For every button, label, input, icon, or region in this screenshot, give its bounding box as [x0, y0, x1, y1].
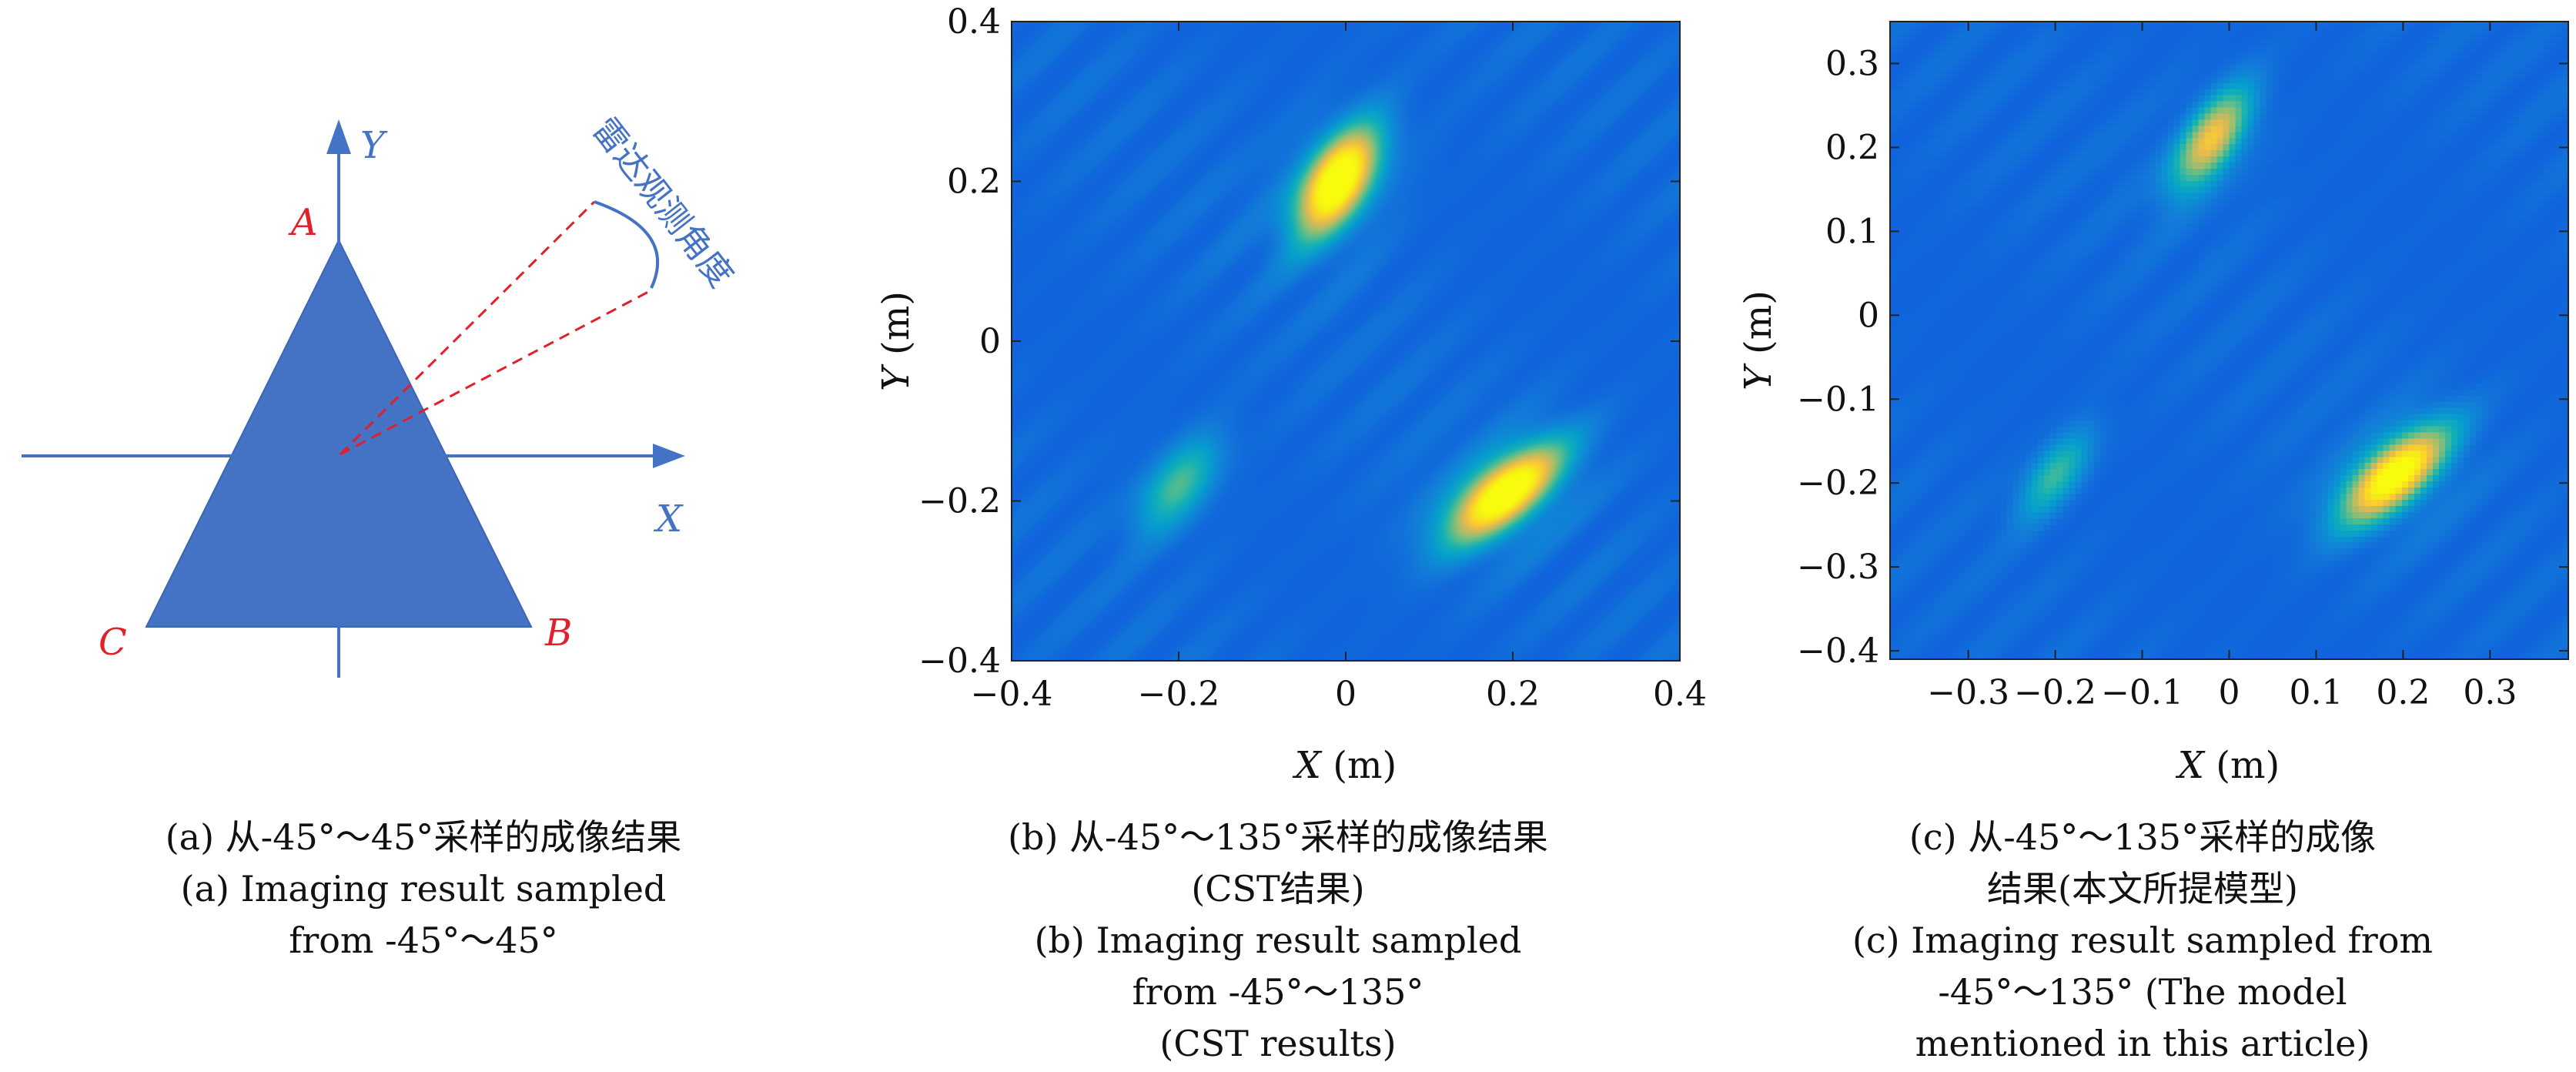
- observation-angle-label: 雷达观测角度: [584, 110, 741, 294]
- heatmap-c-ytick-label: 0.1: [1825, 212, 1879, 251]
- heatmap-c-ylabel-text: Y (m): [1737, 290, 1780, 390]
- caption-c-line-3: (c) Imaging result sampled from: [1852, 920, 2434, 961]
- heatmap-b-ytick-label: 0.4: [947, 2, 1001, 42]
- x-axis-arrow-icon: [653, 444, 685, 468]
- panel-a-diagram: Y X A B C 雷达观测角度 (a) 从-45°～45°采样的成像结果 (a…: [0, 0, 847, 1072]
- heatmap-c-ytick-label: 0: [1858, 296, 1879, 335]
- caption-b: (b) 从-45°～135°采样的成像结果 (CST结果) (b) Imagin…: [862, 812, 1694, 1070]
- caption-b-line-3: (b) Imaging result sampled: [1034, 920, 1522, 961]
- caption-c: (c) 从-45°～135°采样的成像 结果(本文所提模型) (c) Imagi…: [1725, 812, 2561, 1070]
- caption-b-line-4: from -45°～135°: [1132, 971, 1424, 1013]
- caption-b-line-1: (b) 从-45°～135°采样的成像结果: [1008, 816, 1548, 858]
- caption-b-line-5: (CST results): [1159, 1023, 1397, 1064]
- heatmap-c-ytick-label: −0.4: [1797, 631, 1879, 671]
- caption-c-line-1: (c) 从-45°～135°采样的成像: [1909, 816, 2377, 858]
- caption-b-line-2: (CST结果): [1191, 868, 1365, 910]
- triangle-diagram: Y X A B C 雷达观测角度: [22, 110, 741, 678]
- heatmap-chart-c: −0.3 −0.2 −0.1 0 0.1 0.2 0.3−0.4−0.3−0.2−0.100…: [1737, 21, 2569, 787]
- heatmap-c-ytick-label: 0.2: [1825, 128, 1879, 167]
- heatmap-b-xtick-label: −0.2: [1138, 675, 1220, 714]
- panel-c-chart: −0.3 −0.2 −0.1 0 0.1 0.2 0.3 −0.4 −0.3 −0.2 −0.1 0 0…: [1709, 0, 2576, 1072]
- heatmap-c-ytick-label: −0.2: [1797, 464, 1879, 503]
- heatmap-b-xtick-label: 0: [1335, 675, 1357, 714]
- radar-ray-lower: [340, 290, 651, 456]
- axis-y-label: Y: [360, 124, 388, 167]
- heatmap-c-xtick-label: −0.3: [1927, 673, 2009, 712]
- heatmap-c-ticks: −0.3 −0.2 −0.1 0 0.1 0.2 0.3−0.4−0.3−0.2−0.100…: [1797, 22, 2568, 712]
- caption-c-line-2: 结果(本文所提模型): [1987, 868, 2298, 910]
- heatmap-c-ytick-label: −0.3: [1797, 548, 1879, 587]
- heatmap-b-xlabel: X (m): [1292, 744, 1397, 787]
- heatmap-c-xtick-label: 0: [2219, 673, 2240, 712]
- caption-c-line-5: mentioned in this article): [1915, 1023, 2370, 1064]
- heatmap-b-ytick-label: 0.2: [947, 162, 1001, 202]
- heatmap-c-xlabel: X (m): [2175, 744, 2280, 787]
- heatmap-chart-b: −0.4 −0.2 0 0.2 0.4 −0.4 −0.2 0 0.2 0.4 X (m) Y (…: [875, 2, 1707, 787]
- heatmap-b-ticks: −0.4 −0.2 0 0.2 0.4 −0.4 −0.2 0 0.2 0.4: [918, 2, 1707, 714]
- heatmap-c-xtick-label: 0.3: [2463, 673, 2517, 712]
- heatmap-c-xtick-label: 0.1: [2289, 673, 2343, 712]
- caption-a: (a) 从-45°～45°采样的成像结果 (a) Imaging result …: [15, 812, 831, 966]
- caption-a-line-2: (a) Imaging result sampled: [180, 868, 667, 910]
- heatmap-b-xtick-label: 0.4: [1653, 675, 1707, 714]
- heatmap-b-ytick-label: −0.2: [918, 482, 1001, 521]
- heatmap-c-ytick-label: 0.3: [1825, 44, 1879, 83]
- heatmap-c-ytick-label: −0.1: [1797, 380, 1879, 419]
- caption-c-line-4: -45°～135° (The model: [1938, 971, 2347, 1013]
- heatmap-b-xtick-label: 0.2: [1486, 675, 1540, 714]
- heatmap-c-xtick-label: −0.2: [2014, 673, 2096, 712]
- vertex-b-label: B: [544, 611, 572, 655]
- heatmap-b-ylabel-text: Y (m): [875, 291, 918, 391]
- heatmap-b-xtick-label: −0.4: [971, 675, 1053, 714]
- heatmap-b-ytick-label: 0: [979, 322, 1001, 361]
- heatmap-c-image: [1890, 22, 2568, 659]
- caption-a-line-3: from -45°～45°: [289, 920, 558, 961]
- y-axis-arrow-icon: [326, 119, 351, 154]
- vertex-c-label: C: [99, 621, 127, 664]
- heatmap-b-ytick-label: −0.4: [918, 642, 1001, 681]
- observation-angle-arc: [594, 200, 660, 289]
- caption-a-line-1: (a) 从-45°～45°采样的成像结果: [165, 816, 682, 858]
- heatmap-b-image: [1012, 22, 1680, 661]
- panel-b-chart: −0.4 −0.2 0 0.2 0.4 −0.4 −0.2 0 0.2 0.4 X (m) Y (…: [847, 0, 1709, 1072]
- heatmap-c-xtick-label: 0.2: [2376, 673, 2430, 712]
- radar-ray-upper: [339, 200, 596, 456]
- axis-x-label: X: [653, 497, 684, 541]
- vertex-a-label: A: [288, 201, 318, 244]
- heatmap-c-xtick-label: −0.1: [2101, 673, 2183, 712]
